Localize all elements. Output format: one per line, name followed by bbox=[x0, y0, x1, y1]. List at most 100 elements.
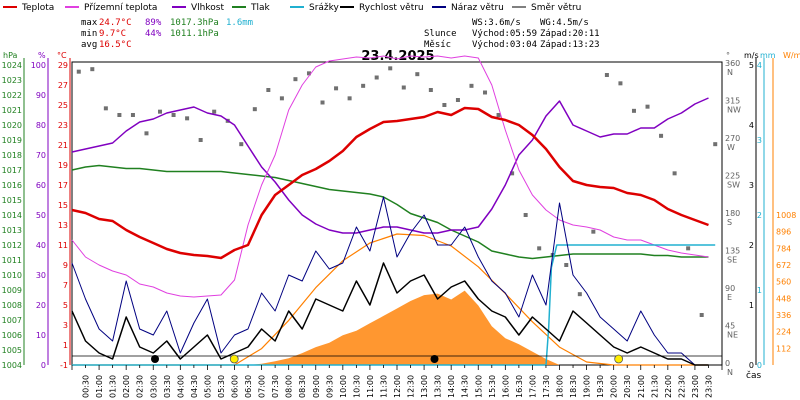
wm2-tick-5: 448 bbox=[776, 294, 791, 303]
x-tick-label-8: 04:30 bbox=[190, 375, 199, 398]
wm2-tick-6: 336 bbox=[776, 311, 791, 320]
wind-direction-point-1 bbox=[90, 67, 95, 72]
hpa-tick-14: 1010 bbox=[2, 271, 22, 280]
wind-direction-point-43 bbox=[659, 133, 664, 138]
hpa-tick-10: 1014 bbox=[2, 211, 22, 220]
degc-axis-unit: °C bbox=[57, 51, 67, 60]
dir-compass-2: W bbox=[727, 143, 735, 152]
dir-compass-4: S bbox=[727, 218, 732, 227]
hpa-tick-15: 1009 bbox=[2, 286, 22, 295]
wind-direction-point-44 bbox=[672, 171, 677, 176]
wind-direction-point-20 bbox=[347, 96, 352, 101]
moonrise-marker bbox=[151, 355, 160, 363]
hpa-tick-7: 1017 bbox=[2, 166, 22, 175]
wind-direction-point-10 bbox=[212, 109, 217, 114]
wind-direction-point-3 bbox=[117, 113, 122, 117]
x-tick-label-13: 07:00 bbox=[258, 375, 267, 398]
pct-tick-4: 60 bbox=[36, 181, 46, 190]
wind-direction-point-12 bbox=[239, 142, 244, 147]
dir-tick-7: 45 bbox=[725, 322, 735, 331]
ms-axis-unit: m/s bbox=[744, 51, 759, 60]
ms-tick-5: 0 bbox=[749, 361, 754, 370]
wm2-tick-0: 1008 bbox=[776, 211, 796, 220]
info-moonset: Západ:13:23 bbox=[540, 40, 600, 50]
wm2-tick-8: 112 bbox=[776, 344, 791, 353]
hpa-tick-20: 1004 bbox=[2, 361, 22, 370]
dir-compass-8: N bbox=[727, 368, 733, 377]
hpa-tick-0: 1024 bbox=[2, 61, 22, 70]
wind-direction-point-6 bbox=[158, 109, 163, 114]
x-tick-label-41: 21:00 bbox=[637, 375, 646, 398]
pct-tick-3: 70 bbox=[36, 151, 46, 160]
hpa-tick-9: 1015 bbox=[2, 196, 22, 205]
degc-tick-14: 1 bbox=[63, 341, 68, 350]
legend: Teplota Přízemní teplota Vlhkost Tlak Srážky… bbox=[3, 3, 581, 13]
wind-direction-point-7 bbox=[171, 113, 176, 117]
dir-tick-4: 180 bbox=[725, 209, 740, 218]
info-moon-label: Měsíc bbox=[424, 40, 451, 50]
x-tick-label-16: 08:30 bbox=[298, 375, 307, 398]
x-tick-label-2: 01:30 bbox=[109, 375, 118, 398]
stats-max-precip: 1.6mm bbox=[226, 18, 253, 28]
x-tick-label-1: 01:00 bbox=[95, 375, 104, 398]
x-tick-label-33: 17:00 bbox=[528, 375, 537, 398]
pct-tick-2: 80 bbox=[36, 121, 46, 130]
stats-max-label: max bbox=[81, 18, 98, 28]
x-axis: 00:30 01:00 01:30 02:00 02:30 03:00 03:30 04:00… bbox=[71, 365, 723, 398]
wind-direction-point-45 bbox=[686, 246, 691, 251]
wind-direction-point-29 bbox=[469, 83, 474, 88]
degc-tick-8: 13 bbox=[58, 221, 68, 230]
hpa-tick-8: 1016 bbox=[2, 181, 22, 190]
x-tick-label-22: 11:30 bbox=[379, 375, 388, 398]
wind-direction-point-32 bbox=[510, 171, 515, 176]
degc-tick-10: 9 bbox=[63, 261, 68, 270]
degc-tick-12: 5 bbox=[63, 301, 68, 310]
wind-direction-point-8 bbox=[185, 116, 190, 121]
wind-direction-point-2 bbox=[103, 106, 108, 111]
x-tick-label-29: 15:00 bbox=[474, 375, 483, 398]
wm2-tick-7: 224 bbox=[776, 328, 791, 337]
legend-label-7: Směr větru bbox=[531, 3, 581, 13]
moonset-marker bbox=[430, 355, 439, 363]
wm2-axis-unit: W/m² bbox=[783, 51, 800, 60]
chart-title: 23.4.2025 bbox=[361, 49, 434, 64]
x-tick-label-32: 16:30 bbox=[515, 375, 524, 398]
hpa-tick-13: 1011 bbox=[2, 256, 22, 265]
wind-direction-point-46 bbox=[699, 313, 704, 317]
dir-tick-2: 270 bbox=[725, 134, 740, 143]
x-tick-label-35: 18:00 bbox=[556, 375, 565, 398]
x-tick-label-39: 20:00 bbox=[610, 375, 619, 398]
x-tick-label-20: 10:30 bbox=[352, 375, 361, 398]
hpa-tick-1: 1023 bbox=[2, 76, 22, 85]
wind-direction-point-14 bbox=[266, 88, 271, 92]
hpa-tick-12: 1012 bbox=[2, 241, 22, 250]
wind-direction-point-4 bbox=[130, 113, 135, 117]
info-sun-label: Slunce bbox=[424, 29, 457, 39]
wind-direction-point-24 bbox=[401, 85, 406, 90]
x-tick-label-23: 12:00 bbox=[393, 375, 402, 398]
wm2-tick-1: 896 bbox=[776, 228, 791, 237]
series-solar-radiation bbox=[72, 290, 709, 365]
x-tick-label-26: 13:30 bbox=[434, 375, 443, 398]
info-wind-gust: WG:4.5m/s bbox=[540, 18, 589, 28]
wind-direction-point-47 bbox=[713, 142, 718, 147]
mm-tick-0: 4 bbox=[757, 61, 762, 70]
x-tick-label-18: 09:30 bbox=[325, 375, 334, 398]
x-tick-label-12: 06:30 bbox=[244, 375, 253, 398]
degc-tick-13: 3 bbox=[63, 321, 68, 330]
pct-tick-6: 40 bbox=[36, 241, 46, 250]
mm-axis-unit: mm bbox=[760, 51, 776, 60]
degc-tick-0: 29 bbox=[58, 61, 68, 70]
hpa-tick-3: 1021 bbox=[2, 106, 22, 115]
wind-direction-point-13 bbox=[252, 107, 257, 112]
pct-tick-10: 0 bbox=[41, 361, 46, 370]
wind-direction-point-16 bbox=[293, 77, 298, 82]
dir-axis-unit: ° bbox=[726, 51, 730, 60]
dir-tick-8: 0 bbox=[725, 359, 730, 368]
x-tick-label-5: 03:00 bbox=[149, 375, 158, 398]
legend-label-4: Srážky bbox=[309, 3, 340, 13]
info-sunset: Západ:20:11 bbox=[540, 29, 600, 39]
pct-tick-8: 20 bbox=[36, 301, 46, 310]
dir-tick-1: 315 bbox=[725, 97, 740, 106]
series-precipitation bbox=[72, 244, 716, 366]
